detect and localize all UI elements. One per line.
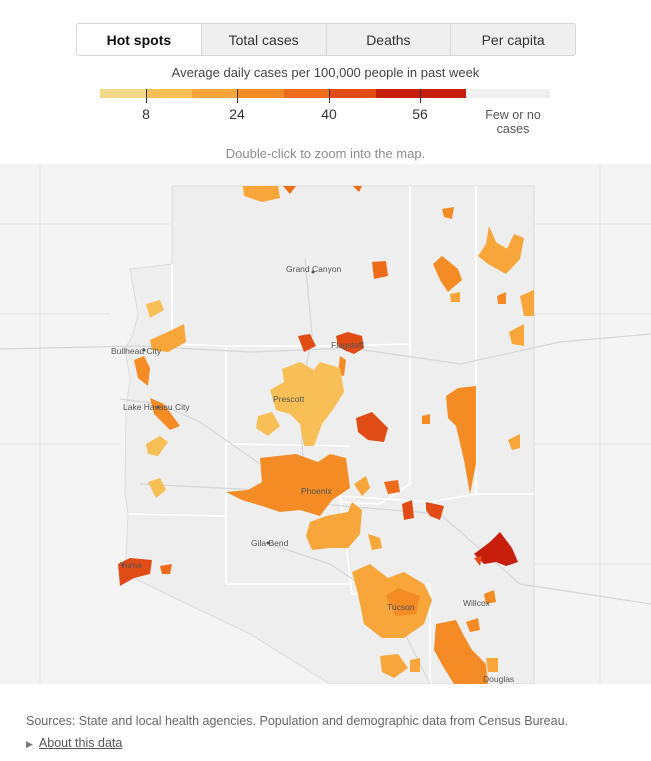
hotspot-region[interactable]: [243, 186, 280, 202]
tab-deaths[interactable]: Deaths: [325, 24, 451, 55]
hotspot-region[interactable]: [486, 658, 498, 672]
hotspot-region[interactable]: [450, 292, 460, 302]
legend-tick: [420, 89, 421, 103]
legend-tick-label: 56: [412, 106, 428, 122]
hotspot-region[interactable]: [434, 620, 488, 684]
hotspot-region[interactable]: [508, 434, 520, 450]
zoom-hint: Double-click to zoom into the map.: [225, 146, 426, 161]
hotspot-region[interactable]: [256, 412, 280, 436]
tab-hot-spots[interactable]: Hot spots: [77, 24, 201, 55]
hotspot-region[interactable]: [148, 478, 166, 498]
legend-swatch: [192, 89, 238, 98]
legend-tick-label: 24: [229, 106, 245, 122]
legend-swatch: [100, 89, 146, 98]
city-dot: [266, 541, 270, 545]
city-label: Grand Canyon: [286, 264, 342, 274]
hotspot-region[interactable]: [497, 292, 506, 304]
hotspot-region[interactable]: [336, 332, 364, 354]
hotspot-region[interactable]: [118, 558, 152, 586]
legend-no-data-swatch: [466, 89, 550, 98]
legend-swatch: [284, 89, 330, 98]
legend-tick: [329, 89, 330, 103]
hotspot-region[interactable]: [380, 654, 408, 678]
hotspot-region[interactable]: [422, 414, 430, 424]
hotspot-region[interactable]: [442, 207, 454, 219]
hotspot-region[interactable]: [226, 454, 350, 516]
hotspot-region[interactable]: [484, 590, 496, 604]
hotspot-region[interactable]: [433, 256, 462, 292]
city-label: Douglas: [483, 674, 514, 684]
hotspot-region[interactable]: [160, 564, 172, 574]
hotspot-region[interactable]: [386, 588, 420, 616]
tab-per-capita[interactable]: Per capita: [450, 24, 575, 55]
sources-note: Sources: State and local health agencies…: [26, 714, 569, 728]
city-dot: [156, 405, 160, 409]
hotspot-region[interactable]: [466, 618, 480, 632]
legend-color-scale: [100, 89, 550, 98]
hotspot-region[interactable]: [478, 226, 524, 274]
legend-no-data-label: Few or no cases: [485, 108, 541, 136]
legend-swatch: [376, 89, 466, 98]
hotspot-region[interactable]: [426, 502, 444, 520]
hotspot-region[interactable]: [298, 334, 316, 352]
tab-total-cases[interactable]: Total cases: [200, 24, 326, 55]
hotspot-region[interactable]: [474, 556, 482, 566]
arizona-hotspot-map[interactable]: Grand Canyon Flagstaff Bullhead City Lak…: [0, 164, 651, 684]
legend-title: Average daily cases per 100,000 people i…: [171, 65, 480, 80]
city-label: Phoenix: [301, 486, 332, 496]
hotspot-regions: [118, 186, 534, 684]
legend-swatch: [146, 89, 192, 98]
hotspot-region[interactable]: [270, 362, 344, 446]
legend-swatch: [238, 89, 284, 98]
city-label: Willcox: [463, 598, 491, 608]
about-data-link[interactable]: About this data: [38, 736, 123, 750]
hotspot-region[interactable]: [368, 534, 382, 550]
city-dot: [142, 348, 146, 352]
legend-tick: [146, 89, 147, 103]
hotspot-region[interactable]: [474, 532, 518, 566]
hotspot-region[interactable]: [134, 356, 150, 386]
hotspot-region[interactable]: [372, 261, 388, 279]
hotspot-region[interactable]: [446, 386, 476, 494]
hotspot-region[interactable]: [384, 480, 400, 494]
hotspot-region[interactable]: [146, 300, 164, 318]
city-label: Tucson: [387, 602, 415, 612]
legend-tick-label: 40: [321, 106, 337, 122]
metric-tabs: Hot spots Total cases Deaths Per capita: [76, 23, 576, 56]
hotspot-region[interactable]: [146, 436, 168, 456]
about-data-toggle[interactable]: ▶ About this data: [26, 736, 122, 750]
hotspot-region[interactable]: [354, 476, 370, 496]
legend-swatch: [330, 89, 376, 98]
legend-tick: [237, 89, 238, 103]
city-label: Prescott: [273, 394, 305, 404]
hotspot-region[interactable]: [402, 500, 414, 520]
legend-tick-label: 8: [142, 106, 150, 122]
hotspot-region[interactable]: [306, 502, 362, 550]
hotspot-region[interactable]: [150, 324, 186, 352]
city-label: Yuma: [120, 560, 142, 570]
city-dot: [311, 270, 315, 274]
neighbor-boundaries: [0, 164, 651, 684]
hotspot-region[interactable]: [356, 412, 388, 442]
city-dots: [121, 270, 315, 567]
hotspot-region[interactable]: [353, 186, 362, 192]
hotspot-region[interactable]: [410, 658, 420, 672]
city-dot: [121, 563, 125, 567]
city-label: Gila Bend: [251, 538, 289, 548]
hotspot-region[interactable]: [283, 186, 296, 194]
city-label: Bullhead City: [111, 346, 162, 356]
disclosure-triangle-icon: ▶: [26, 739, 33, 749]
hotspot-region[interactable]: [509, 324, 524, 346]
city-label: Flagstaff: [331, 340, 364, 350]
hotspot-region[interactable]: [520, 290, 534, 316]
